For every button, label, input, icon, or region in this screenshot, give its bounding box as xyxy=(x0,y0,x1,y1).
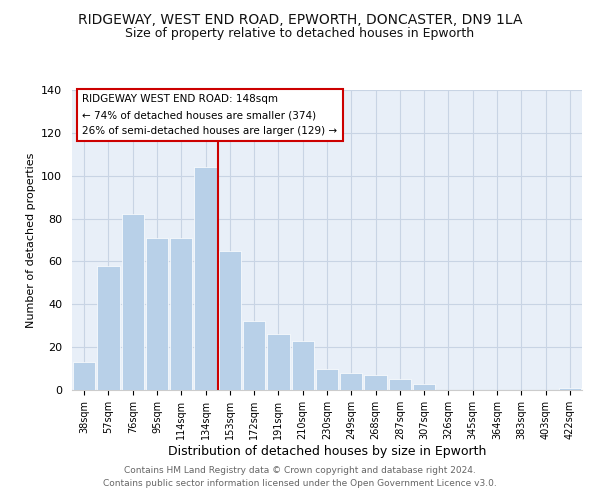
Text: RIDGEWAY, WEST END ROAD, EPWORTH, DONCASTER, DN9 1LA: RIDGEWAY, WEST END ROAD, EPWORTH, DONCAS… xyxy=(78,12,522,26)
Bar xyxy=(73,362,95,390)
Bar xyxy=(316,368,338,390)
Bar xyxy=(218,250,241,390)
Bar xyxy=(267,334,290,390)
Bar xyxy=(122,214,144,390)
Bar xyxy=(292,340,314,390)
Y-axis label: Number of detached properties: Number of detached properties xyxy=(26,152,35,328)
Bar xyxy=(364,375,387,390)
Bar xyxy=(389,380,411,390)
Bar xyxy=(97,266,119,390)
Text: Contains HM Land Registry data © Crown copyright and database right 2024.
Contai: Contains HM Land Registry data © Crown c… xyxy=(103,466,497,487)
Bar xyxy=(170,238,193,390)
Text: RIDGEWAY WEST END ROAD: 148sqm
← 74% of detached houses are smaller (374)
26% of: RIDGEWAY WEST END ROAD: 148sqm ← 74% of … xyxy=(82,94,337,136)
Bar xyxy=(340,373,362,390)
Bar xyxy=(146,238,168,390)
Bar xyxy=(243,322,265,390)
Bar xyxy=(559,388,581,390)
Bar xyxy=(194,167,217,390)
Text: Size of property relative to detached houses in Epworth: Size of property relative to detached ho… xyxy=(125,28,475,40)
Bar xyxy=(413,384,436,390)
X-axis label: Distribution of detached houses by size in Epworth: Distribution of detached houses by size … xyxy=(168,444,486,458)
